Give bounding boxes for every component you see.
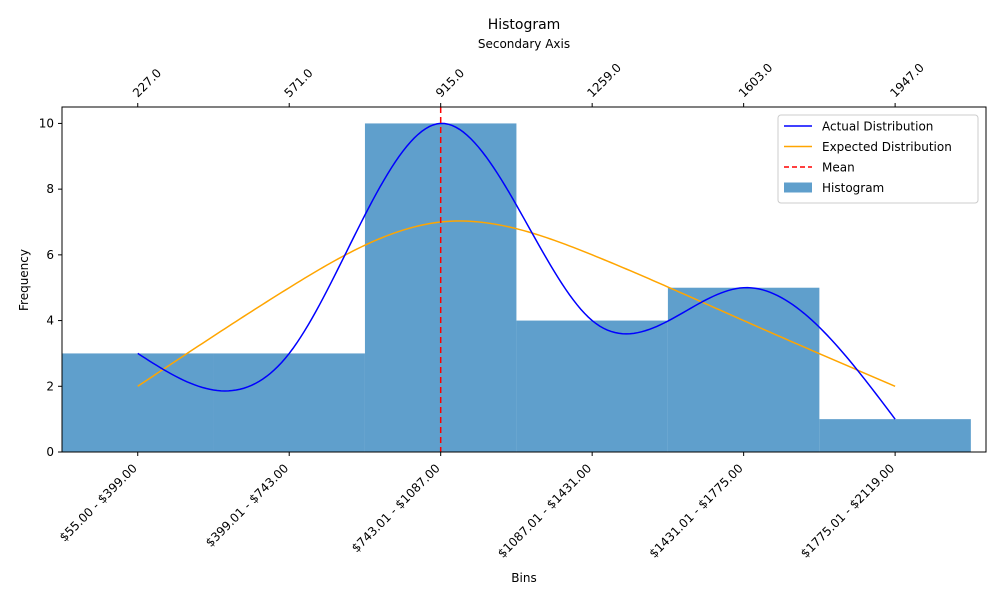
legend-label: Mean — [822, 161, 855, 175]
histogram-bar — [667, 287, 820, 452]
secondary-tick-label: 915.0 — [433, 66, 467, 100]
x-axis-ticks: $55.00 - $399.00 $399.01 - $743.00 $743.01… — [57, 452, 897, 561]
y-tick-label: 6 — [46, 248, 54, 262]
x-tick-label: $1087.01 - $1431.00 — [495, 461, 594, 560]
chart-title: Histogram — [488, 17, 561, 33]
secondary-tick-label: 1947.0 — [887, 61, 927, 101]
x-axis-label: Bins — [511, 571, 536, 585]
expected-distribution-line — [137, 220, 896, 387]
histogram-bar — [213, 353, 365, 452]
secondary-tick-label: 1259.0 — [584, 61, 624, 101]
secondary-axis-label: Secondary Axis — [478, 37, 570, 51]
x-tick-label: $399.01 - $743.00 — [203, 461, 292, 550]
histogram-bar — [819, 419, 971, 452]
secondary-axis-ticks: 227.0 571.0 915.0 1259.0 1603.0 1947.0 — [130, 61, 927, 107]
histogram-bar — [516, 320, 668, 452]
actual-distribution-series — [137, 122, 896, 420]
y-axis-label: Frequency — [17, 249, 31, 311]
plot-frame — [61, 106, 987, 453]
legend-box — [777, 114, 979, 204]
legend: Actual Distribution Expected Distribution… — [777, 114, 979, 204]
x-tick-label: $1775.01 - $2119.00 — [798, 461, 897, 560]
y-tick-label: 2 — [46, 379, 54, 393]
histogram-bars — [62, 123, 971, 452]
x-tick-label: $55.00 - $399.00 — [57, 461, 140, 544]
legend-label: Histogram — [822, 181, 884, 195]
y-tick-label: 10 — [39, 116, 54, 130]
histogram-bar — [62, 353, 214, 452]
y-axis-ticks: 0 2 4 6 8 10 — [39, 116, 62, 459]
y-tick-label: 0 — [46, 445, 54, 459]
legend-swatch — [784, 182, 812, 193]
secondary-tick-label: 1603.0 — [736, 61, 776, 101]
y-tick-label: 8 — [46, 182, 54, 196]
y-tick-label: 4 — [46, 314, 54, 328]
expected-distribution-series — [137, 220, 896, 387]
secondary-tick-label: 571.0 — [281, 66, 315, 100]
secondary-tick-label: 227.0 — [130, 66, 164, 100]
x-tick-label: $743.01 - $1087.00 — [349, 461, 443, 555]
actual-distribution-line — [137, 122, 896, 420]
x-tick-label: $1431.01 - $1775.00 — [646, 461, 745, 560]
legend-label: Expected Distribution — [822, 140, 952, 154]
legend-label: Actual Distribution — [822, 120, 933, 134]
